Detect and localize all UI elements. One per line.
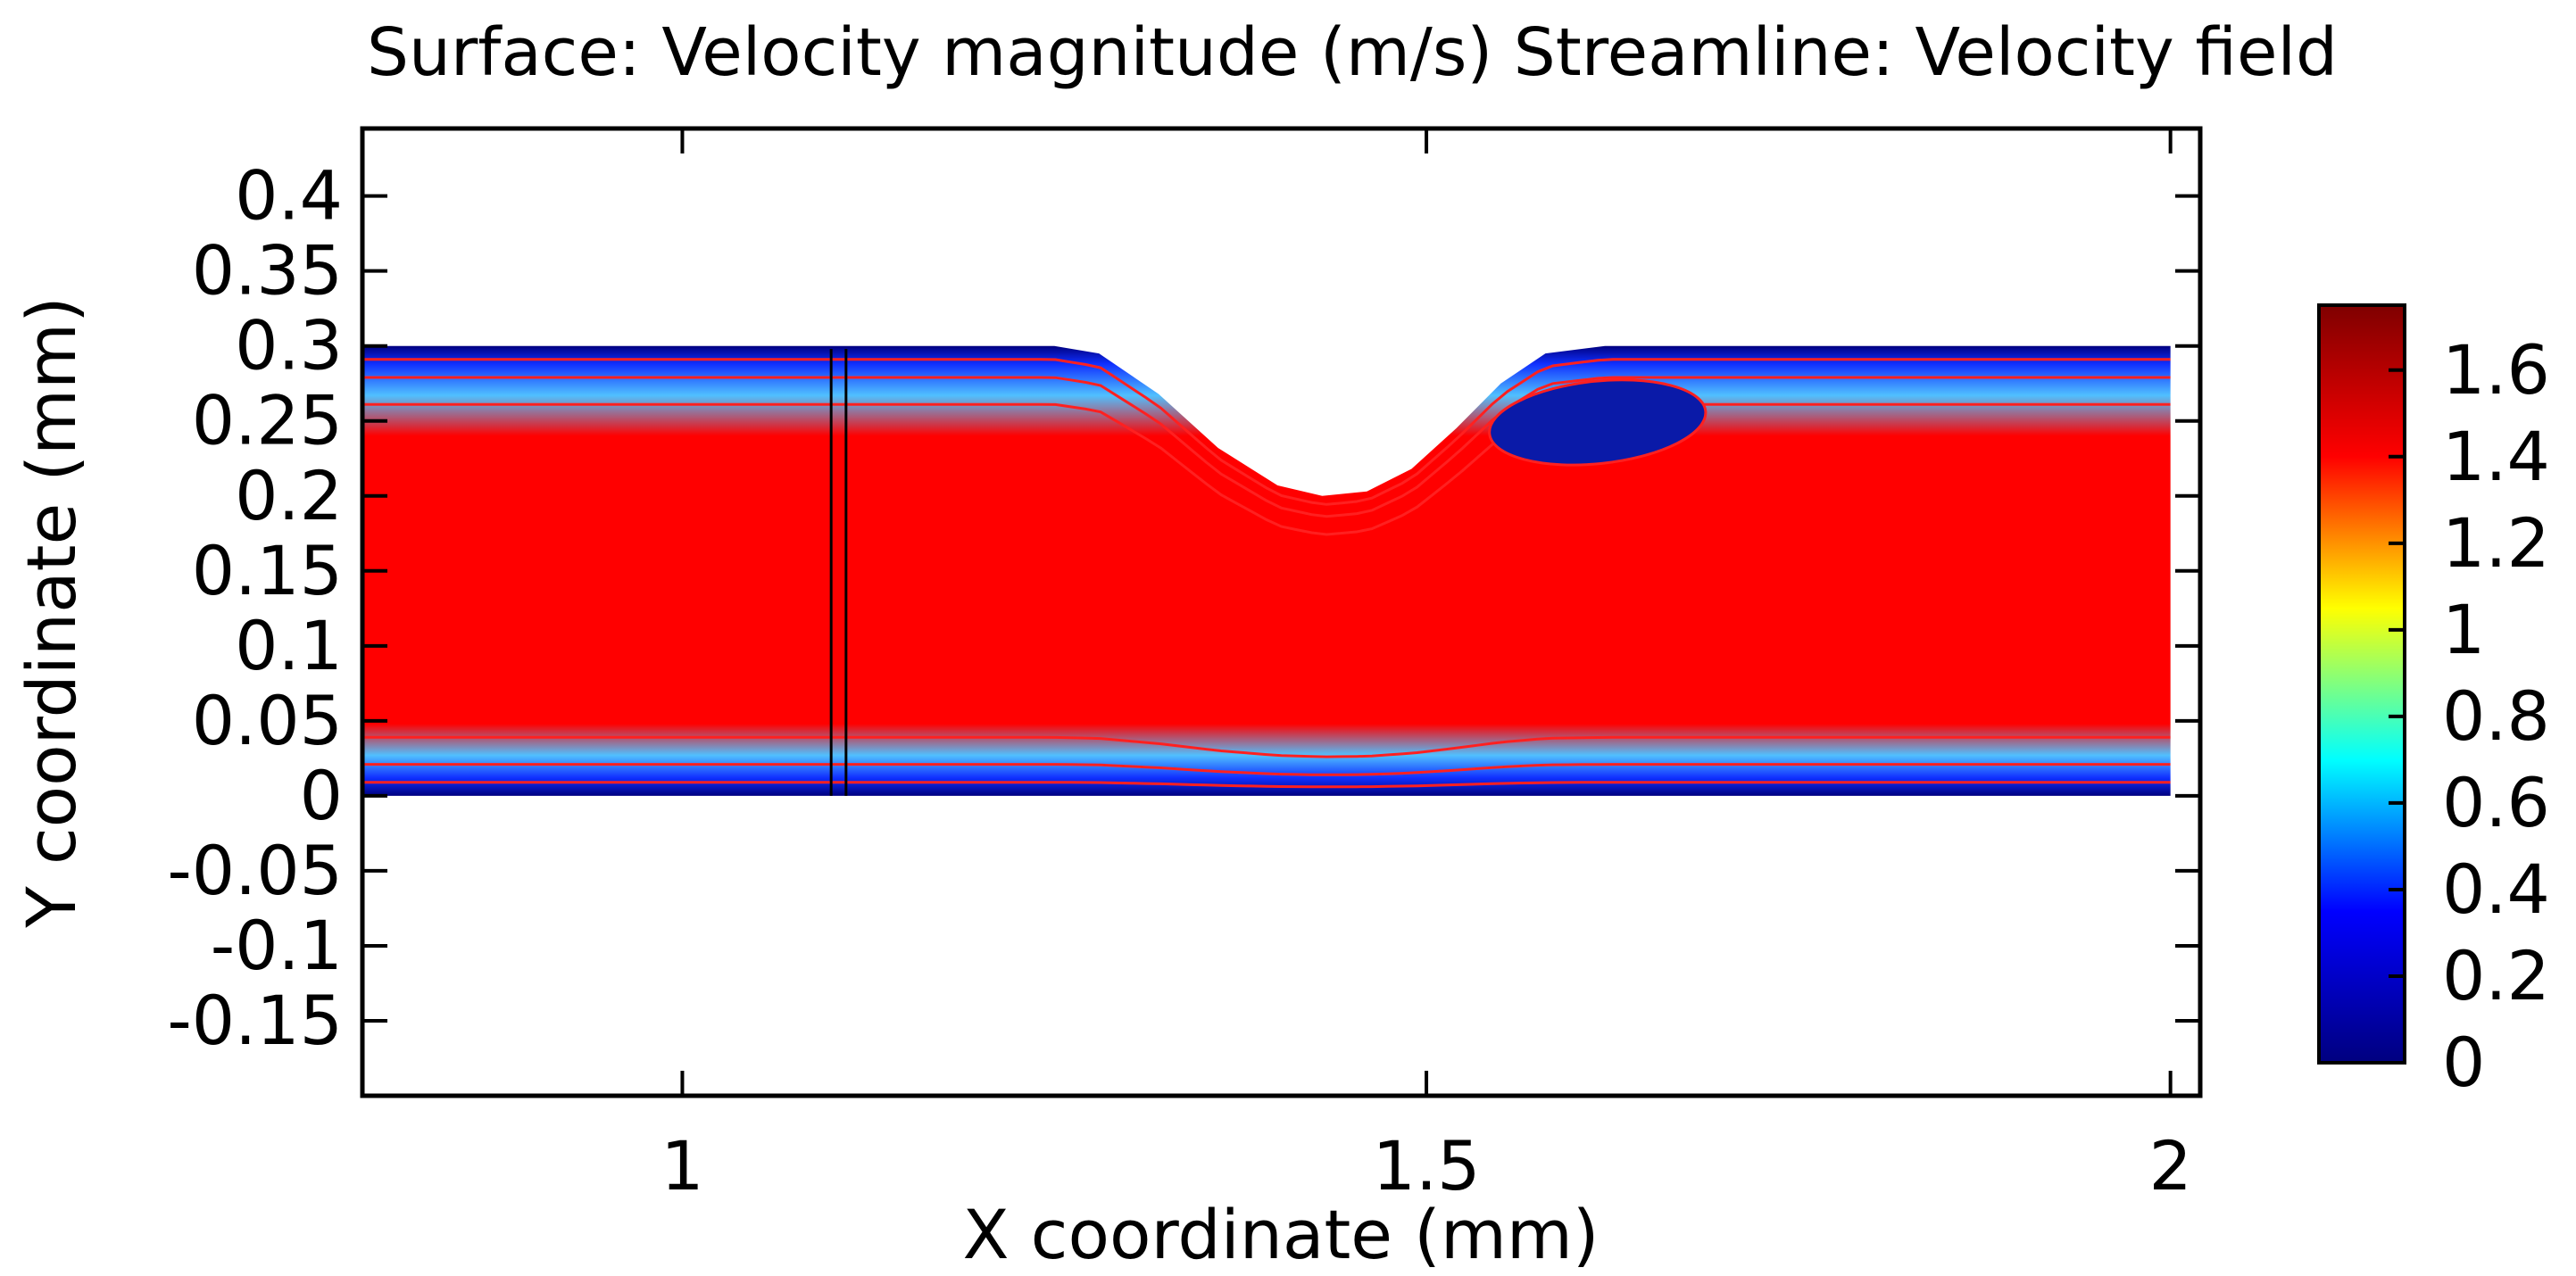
flow-domain (362, 345, 2171, 796)
streamline (362, 735, 2171, 758)
y-tick-label: 0.25 (192, 381, 343, 460)
y-tick-label: 0.4 (235, 156, 343, 236)
colorbar: 1.61.41.210.80.60.40.2 0 (2317, 303, 2550, 1102)
y-tick-label: -0.1 (211, 906, 343, 985)
x-tick-label: 1 (661, 1126, 703, 1206)
y-tick-label: 0.3 (235, 306, 343, 385)
plot-frame (360, 126, 2203, 1098)
streamline-set (362, 358, 2171, 789)
chart-title: Surface: Velocity magnitude (m/s) Stream… (367, 14, 2338, 91)
colorbar-scale (2317, 303, 2406, 1065)
y-tick-label: 0.35 (192, 231, 343, 311)
y-axis-ticks: 0.40.350.30.250.20.150.10.050-0.05-0.1-0… (167, 156, 2200, 1060)
streamline (362, 763, 2171, 776)
x-axis-ticks: 1 1.5 2 (661, 128, 2192, 1206)
colorbar-tick-label: 1 (2442, 590, 2485, 669)
velocity-surface (362, 345, 2171, 796)
x-tick-label: 2 (2148, 1126, 2191, 1206)
colorbar-tick-label: 0.8 (2442, 676, 2550, 756)
streamline (362, 358, 2171, 506)
y-tick-label: 0.05 (192, 681, 343, 760)
streamline (362, 781, 2171, 789)
vertical-marker-lines (829, 349, 848, 796)
y-tick-label: 0.2 (235, 456, 343, 535)
y-tick-label: -0.05 (167, 831, 343, 910)
colorbar-tick-label: 0.4 (2442, 849, 2550, 929)
y-tick-label: -0.15 (167, 981, 343, 1060)
vortex-streamline (1488, 378, 1708, 467)
colorbar-tick-label: 1.6 (2442, 330, 2550, 410)
y-tick-label: 0 (300, 756, 343, 835)
y-tick-label: 0.15 (192, 531, 343, 610)
colorbar-tick-label: 0 (2442, 1023, 2485, 1102)
streamline (362, 402, 2171, 536)
colorbar-tick-label: 1.2 (2442, 503, 2550, 583)
colorbar-tick-label: 1.4 (2442, 417, 2550, 496)
colorbar-ticks: 1.61.41.210.80.60.40.2 0 (2389, 330, 2550, 1102)
colorbar-tick-label: 0.2 (2442, 936, 2550, 1015)
x-tick-label: 1.5 (1373, 1126, 1481, 1206)
y-axis-label: Y coordinate (mm) (12, 296, 91, 928)
x-axis-label: X coordinate (mm) (962, 1195, 1599, 1274)
streamline (362, 376, 2171, 518)
colorbar-tick-label: 0.6 (2442, 763, 2550, 842)
y-tick-label: 0.1 (235, 606, 343, 685)
